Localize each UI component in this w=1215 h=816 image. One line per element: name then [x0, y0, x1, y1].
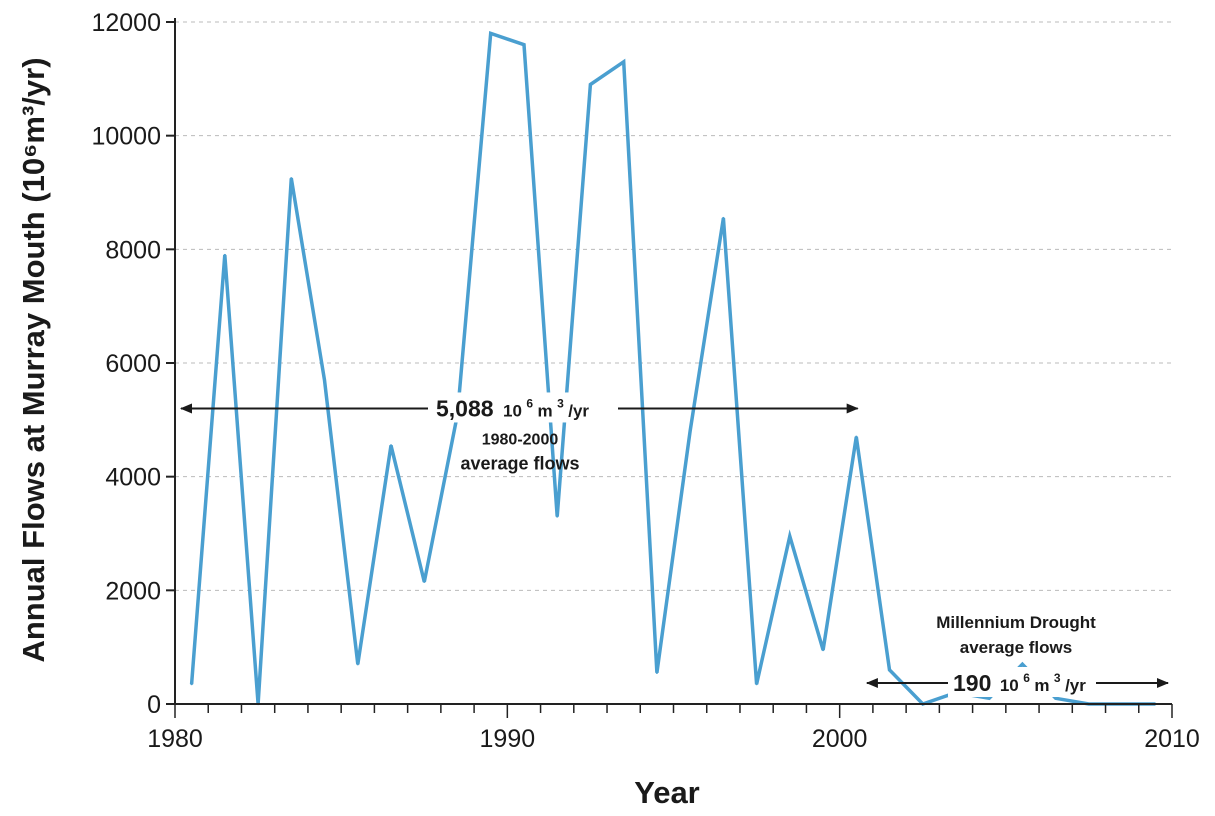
x-tick-label-1980: 1980 [147, 725, 203, 753]
data-point-1998.5 [788, 535, 792, 538]
annotation-number: 5,088 [436, 395, 494, 421]
annotation-1980-2000: 5,088 10 6 m 3 /yr 1980-2000 average flo… [180, 392, 859, 473]
data-point-1992.5 [589, 83, 592, 86]
x-ticks: 1980 1990 2000 2010 [147, 704, 1200, 753]
data-point-1984.5 [323, 378, 326, 382]
annotation-caption-line-2: average flows [960, 638, 1072, 657]
annotation-unit-m: m [538, 401, 553, 420]
annotation-label-background [428, 392, 618, 423]
y-tick-label-8000: 8000 [105, 236, 161, 264]
data-point-2004.5 [988, 697, 991, 700]
data-point-1994.5 [655, 671, 659, 674]
annotation-unit-exp: 6 [526, 396, 533, 410]
y-tick-label-0: 0 [147, 691, 161, 719]
data-point-1999.5 [821, 648, 825, 652]
y-ticks: 0 2000 4000 6000 8000 10000 12000 [91, 9, 175, 719]
data-point-1987.5 [423, 580, 426, 584]
data-point-1981.5 [223, 253, 227, 257]
data-point-1995.5 [688, 430, 692, 433]
annotation-caption-line-1: Millennium Drought [936, 613, 1096, 632]
y-tick-label-12000: 12000 [91, 9, 161, 37]
data-point-2006.5 [1054, 697, 1057, 700]
data-point-2005.5 [1021, 663, 1024, 666]
annotation-caption-line-1: 1980-2000 [482, 431, 559, 448]
y-tick-label-10000: 10000 [91, 123, 161, 151]
data-point-1986.5 [389, 444, 393, 447]
annotation-value: 5,088 10 6 m 3 /yr [436, 394, 589, 421]
annotation-unit-exp2: 3 [1054, 671, 1061, 685]
y-tick-label-2000: 2000 [105, 577, 161, 605]
data-point-1991.5 [555, 515, 559, 518]
data-point-1996.5 [722, 216, 725, 220]
data-point-1990.5 [522, 43, 526, 46]
annotation-unit-base: 10 [503, 401, 522, 420]
annotation-unit-base: 10 [1000, 676, 1019, 695]
annotation-millennium-drought: 190 10 6 m 3 /yr Millennium Drought aver… [865, 613, 1169, 697]
annotation-unit-m: m [1034, 676, 1049, 695]
annotation-unit-exp: 6 [1023, 671, 1030, 685]
x-axis-title: Year [634, 775, 700, 810]
data-point-1985.5 [356, 663, 359, 666]
annotation-unit-rest: /yr [568, 401, 589, 420]
annotation-label-background [948, 667, 1096, 697]
x-tick-label-1990: 1990 [480, 725, 536, 753]
data-point-1980.5 [190, 682, 193, 686]
y-axis-title: Annual Flows at Murray Mouth (10⁶m³/yr) [16, 57, 51, 662]
series-line-0 [189, 31, 1156, 707]
y-tick-label-4000: 4000 [105, 464, 161, 492]
data-point-1997.5 [755, 682, 758, 686]
annotation-caption-line-2: average flows [460, 453, 579, 473]
data-point-1993.5 [622, 60, 625, 63]
x-tick-label-2010: 2010 [1144, 725, 1200, 753]
y-tick-label-6000: 6000 [105, 350, 161, 378]
annotation-value: 190 10 6 m 3 /yr [953, 669, 1086, 696]
annotation-unit-rest: /yr [1065, 676, 1086, 695]
data-point-1983.5 [290, 177, 293, 180]
annotation-unit-exp2: 3 [557, 396, 564, 410]
data-point-2000.5 [855, 435, 858, 439]
axes [174, 18, 1172, 705]
gridlines [175, 21, 1172, 591]
data-point-2001.5 [888, 668, 891, 672]
series-group [189, 31, 1157, 707]
x-tick-label-2000: 2000 [812, 725, 868, 753]
annotation-number: 190 [953, 670, 991, 696]
data-point-1989.5 [489, 32, 492, 35]
